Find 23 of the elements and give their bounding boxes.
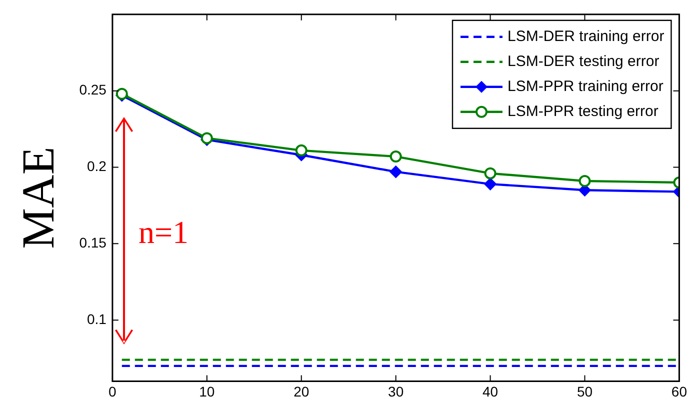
point — [295, 144, 308, 156]
x-tick-label: 30 — [388, 383, 404, 400]
x-tick-label: 0 — [108, 383, 117, 400]
y-tick-label: 0.25 — [79, 82, 107, 98]
x-tick-label: 10 — [199, 383, 215, 400]
legend-label: LSM-PPR training error — [508, 78, 664, 96]
legend-label: LSM-PPR testing error — [508, 103, 658, 120]
x-tick-label: 60 — [671, 383, 688, 400]
point — [390, 150, 402, 163]
y-tick-label: 0.15 — [79, 234, 107, 251]
point — [484, 167, 496, 180]
legend-label: LSM-DER training error — [508, 28, 664, 46]
x-tick-label: 50 — [576, 383, 593, 400]
x-tick-label: 40 — [482, 383, 498, 400]
y-tick-label: 0.2 — [86, 158, 107, 174]
point — [484, 178, 496, 190]
x-tick-label: 20 — [294, 383, 310, 400]
annotation: n=1 — [138, 214, 188, 250]
point — [390, 166, 402, 178]
y-tick-label: 0.1 — [86, 310, 107, 327]
legend-label: LSM-DER testing error — [508, 53, 660, 70]
point — [578, 174, 591, 187]
y-axis-title: MAE — [12, 146, 64, 249]
